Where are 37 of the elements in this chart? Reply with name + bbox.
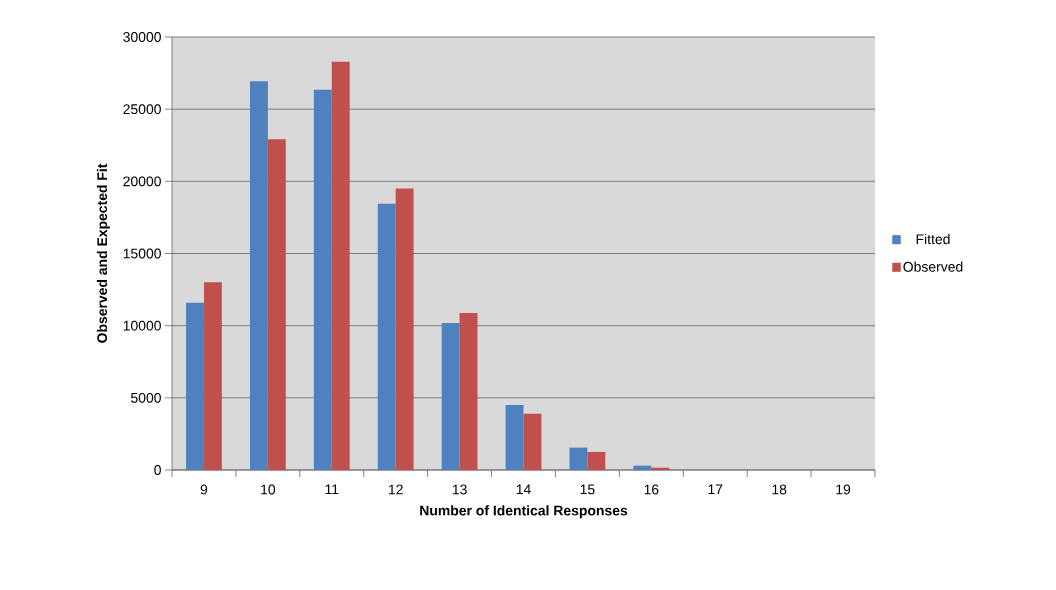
bar (633, 465, 652, 470)
y-tick-label: 10000 (123, 320, 161, 331)
x-axis-title: Number of Identical Responses (420, 505, 628, 519)
bar (203, 282, 222, 470)
bar (523, 413, 542, 470)
x-tick-label: 11 (325, 484, 339, 495)
bar (267, 139, 286, 470)
bar (331, 61, 350, 470)
bar (249, 81, 268, 470)
bar (441, 323, 460, 470)
bar (459, 313, 478, 470)
x-tick-label: 17 (708, 484, 723, 495)
x-tick-label: 19 (836, 484, 851, 495)
bar (377, 203, 396, 470)
bar (569, 447, 588, 470)
bar (313, 89, 332, 470)
y-tick-label: 25000 (123, 104, 161, 115)
y-tick-label: 20000 (123, 176, 161, 187)
x-tick-label: 12 (388, 484, 403, 495)
x-tick-label: 16 (644, 484, 659, 495)
x-tick-label: 10 (261, 484, 276, 495)
x-tick-label: 9 (200, 484, 208, 495)
x-tick-label: 18 (772, 484, 787, 495)
bar (587, 451, 606, 470)
y-tick-label: 0 (154, 465, 161, 475)
x-tick-label: 15 (580, 484, 595, 495)
bar (186, 302, 204, 470)
x-tick-label: 14 (516, 484, 531, 495)
y-tick-label: 5000 (131, 392, 161, 403)
y-tick-label: 30000 (123, 32, 161, 42)
bar (505, 405, 524, 470)
y-axis-title: Observed and Expected Fit (96, 163, 110, 343)
legend-label: Fitted (916, 233, 950, 245)
bar (395, 188, 414, 470)
y-tick-label: 15000 (123, 248, 161, 259)
x-tick-label: 13 (452, 484, 467, 495)
legend-label: Observed (903, 261, 963, 272)
